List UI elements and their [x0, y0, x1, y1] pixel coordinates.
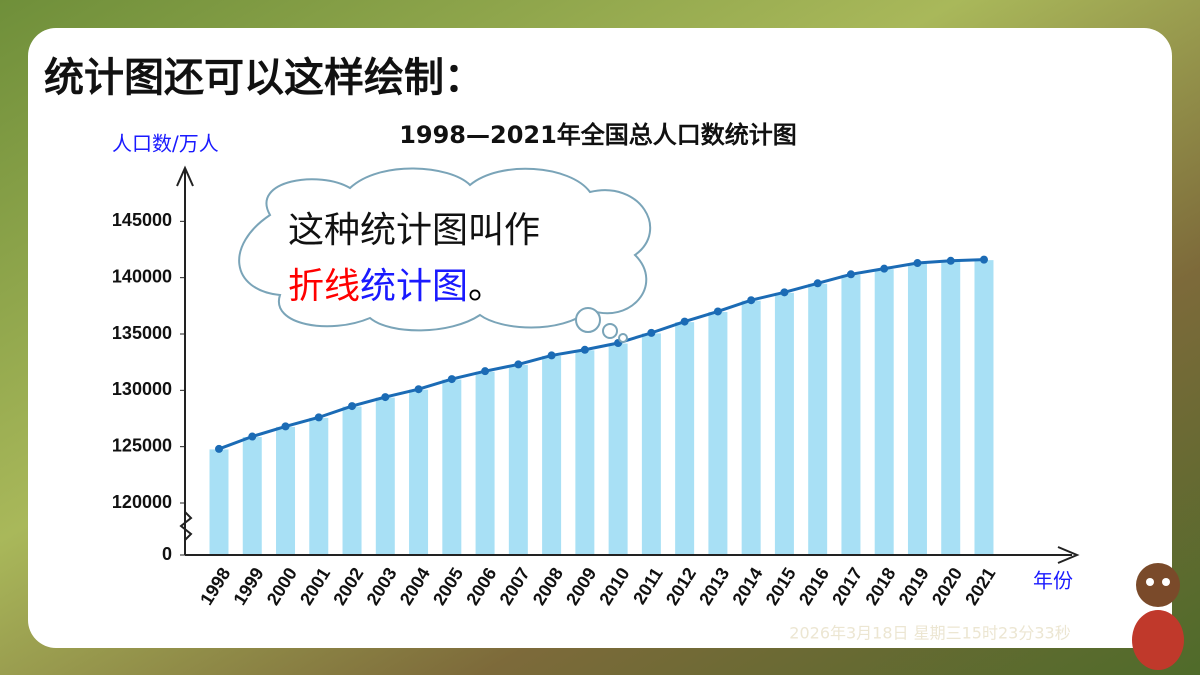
point	[381, 393, 390, 402]
point	[447, 375, 456, 384]
point	[846, 270, 855, 279]
point	[481, 367, 490, 376]
bar	[973, 259, 995, 556]
bar	[640, 332, 662, 556]
bar	[275, 425, 297, 556]
chart-title: 1998—2021年全国总人口数统计图	[399, 121, 797, 149]
bar	[607, 342, 629, 556]
point	[215, 444, 223, 453]
point	[780, 288, 789, 297]
y-axis-label: 人口数/万人	[112, 132, 219, 156]
callout-segment: 。	[468, 266, 504, 307]
callout-line2: 折线统计图。	[288, 266, 504, 307]
bar	[474, 370, 496, 556]
axes	[176, 165, 1080, 564]
bar	[374, 396, 396, 556]
y-tick-label: 0	[162, 544, 172, 564]
point	[414, 385, 423, 394]
bar	[940, 260, 962, 556]
point	[514, 360, 523, 369]
y-tick-label: 135000	[112, 323, 172, 343]
bar	[906, 262, 928, 556]
point	[580, 345, 589, 354]
y-tick-label: 120000	[112, 492, 172, 512]
point	[314, 413, 323, 422]
bar	[840, 273, 862, 556]
y-tick-label: 140000	[112, 266, 172, 286]
mascot	[1132, 563, 1184, 670]
point	[979, 255, 988, 264]
timestamp: 2026年3月18日 星期三15时23分33秒	[789, 624, 1070, 643]
point	[547, 351, 556, 360]
bar	[574, 349, 596, 556]
bar	[707, 310, 729, 556]
point	[248, 432, 257, 441]
line	[218, 258, 985, 451]
axis-break	[179, 511, 193, 541]
callout-line1: 这种统计图叫作	[288, 210, 540, 251]
plot: 0120000125000130000135000140000145000199…	[112, 210, 999, 609]
bar	[241, 436, 263, 556]
bar	[674, 321, 696, 556]
heading: 统计图还可以这样绘制：	[44, 55, 484, 101]
bar	[308, 416, 330, 556]
callout-segment: 折线	[288, 266, 360, 307]
point	[946, 256, 955, 265]
x-axis-label: 年份	[1033, 569, 1073, 593]
y-tick-label: 125000	[112, 435, 172, 455]
point	[880, 264, 889, 273]
point	[747, 296, 756, 305]
point	[680, 317, 689, 326]
bar	[541, 354, 563, 556]
point	[281, 422, 290, 431]
point	[913, 259, 922, 268]
y-tick-label: 130000	[112, 379, 172, 399]
callout	[238, 167, 652, 343]
point	[348, 402, 357, 411]
bar	[507, 363, 529, 556]
bar	[873, 268, 895, 556]
bar	[740, 299, 762, 556]
bar	[208, 448, 230, 556]
point	[813, 279, 822, 288]
point	[647, 328, 656, 337]
bar	[807, 282, 829, 556]
bar	[441, 378, 463, 556]
y-tick-label: 145000	[112, 210, 172, 230]
bar	[341, 405, 363, 556]
callout-segment: 统计图	[360, 266, 468, 307]
bar	[773, 291, 795, 556]
point	[713, 307, 722, 316]
bar	[408, 388, 430, 556]
